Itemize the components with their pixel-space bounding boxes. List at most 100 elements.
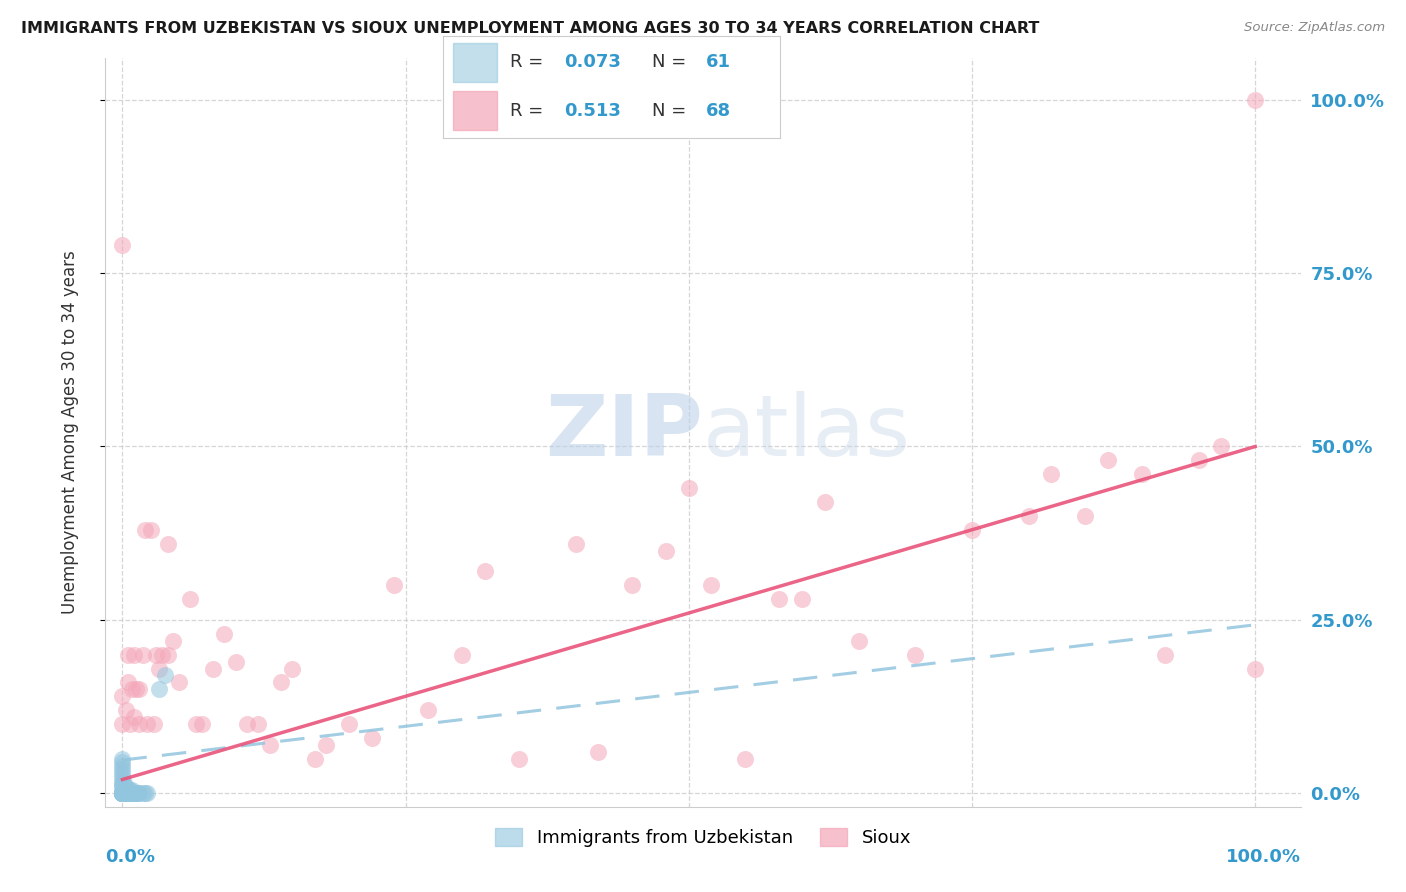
Point xyxy=(139,523,162,537)
Point xyxy=(111,786,134,800)
Text: Source: ZipAtlas.com: Source: ZipAtlas.com xyxy=(1244,21,1385,35)
Point xyxy=(118,786,141,800)
Point xyxy=(112,780,135,794)
Point xyxy=(111,786,134,800)
Text: 0.0%: 0.0% xyxy=(105,848,156,866)
Point xyxy=(167,675,190,690)
Point xyxy=(960,523,983,537)
Point xyxy=(418,703,440,717)
Point xyxy=(814,495,837,509)
Point xyxy=(111,762,134,776)
Point xyxy=(134,523,156,537)
Point xyxy=(451,648,474,662)
Point xyxy=(117,783,139,797)
Point xyxy=(1074,508,1097,523)
Point xyxy=(156,648,179,662)
Point xyxy=(112,783,135,797)
Point xyxy=(474,565,496,579)
Point xyxy=(790,592,813,607)
Point xyxy=(111,786,134,800)
Point xyxy=(337,717,360,731)
Point xyxy=(111,786,134,800)
Point xyxy=(184,717,207,731)
Point xyxy=(115,786,138,800)
Text: 0.073: 0.073 xyxy=(564,54,621,71)
Point xyxy=(111,690,134,704)
Point xyxy=(848,633,870,648)
Point xyxy=(1153,648,1175,662)
Point xyxy=(270,675,292,690)
Point xyxy=(132,786,155,800)
Point xyxy=(111,776,134,790)
Point xyxy=(122,786,145,800)
Point xyxy=(148,661,170,675)
Point xyxy=(121,682,143,697)
Point xyxy=(112,786,135,800)
Point xyxy=(768,592,790,607)
Point xyxy=(111,786,134,800)
Point xyxy=(115,783,138,797)
Text: 61: 61 xyxy=(706,54,731,71)
Point xyxy=(132,648,155,662)
Point xyxy=(145,648,167,662)
Point xyxy=(128,682,150,697)
Point xyxy=(360,731,382,745)
Point xyxy=(225,655,247,669)
Point xyxy=(247,717,270,731)
Point xyxy=(115,786,138,800)
Point xyxy=(111,786,134,800)
Point xyxy=(136,717,159,731)
Point xyxy=(156,536,179,550)
Point xyxy=(121,786,143,800)
Point xyxy=(128,717,150,731)
Point xyxy=(111,755,134,769)
Point xyxy=(114,786,136,800)
Text: IMMIGRANTS FROM UZBEKISTAN VS SIOUX UNEMPLOYMENT AMONG AGES 30 TO 34 YEARS CORRE: IMMIGRANTS FROM UZBEKISTAN VS SIOUX UNEM… xyxy=(21,21,1039,37)
Text: R =: R = xyxy=(510,54,544,71)
Point xyxy=(122,710,145,724)
Point xyxy=(136,786,159,800)
Point xyxy=(115,703,138,717)
Point xyxy=(315,738,337,752)
Point xyxy=(111,786,134,800)
Point xyxy=(150,648,173,662)
Point xyxy=(111,786,134,800)
Point xyxy=(1211,440,1233,454)
Legend: Immigrants from Uzbekistan, Sioux: Immigrants from Uzbekistan, Sioux xyxy=(488,821,918,855)
Point xyxy=(127,786,149,800)
Bar xyxy=(453,43,496,82)
Point xyxy=(111,786,134,800)
Point xyxy=(155,668,177,682)
Point xyxy=(111,765,134,780)
Point xyxy=(281,661,304,675)
Point xyxy=(127,786,149,800)
Point xyxy=(111,780,134,794)
Point xyxy=(1097,453,1119,467)
Point xyxy=(118,783,141,797)
Point xyxy=(117,648,139,662)
Point xyxy=(125,682,148,697)
Point xyxy=(111,769,134,783)
Text: 68: 68 xyxy=(706,102,731,120)
Point xyxy=(1244,661,1267,675)
Point xyxy=(148,682,170,697)
Point xyxy=(122,648,145,662)
Point xyxy=(117,786,139,800)
Point xyxy=(143,717,166,731)
Point xyxy=(111,758,134,772)
Point xyxy=(111,717,134,731)
Text: 100.0%: 100.0% xyxy=(1226,848,1301,866)
Point xyxy=(111,786,134,800)
Point xyxy=(124,786,146,800)
Point xyxy=(111,786,134,800)
Point xyxy=(904,648,927,662)
Point xyxy=(115,783,138,797)
Point xyxy=(259,738,281,752)
Text: ZIP: ZIP xyxy=(546,391,703,475)
Point xyxy=(586,745,609,759)
Point xyxy=(121,786,143,800)
Point xyxy=(120,717,142,731)
Point xyxy=(111,786,134,800)
Point xyxy=(1187,453,1209,467)
Point xyxy=(678,481,700,495)
